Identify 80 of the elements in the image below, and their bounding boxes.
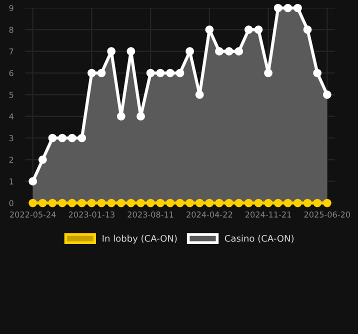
point [224,47,234,56]
point [97,198,106,208]
point [294,4,302,12]
point [234,198,244,208]
point [186,47,194,56]
point [116,198,126,208]
y-tick-label: 5 [9,92,14,98]
point [254,198,263,208]
point [244,198,253,208]
point [322,90,332,99]
point [38,198,47,208]
y-tick-label: 4 [9,114,14,120]
point [78,198,86,208]
y-tick-label: 1 [10,178,14,184]
point [78,134,86,142]
point [97,68,106,78]
point [274,198,282,208]
y-tick-label: 6 [9,70,14,76]
x-tick-label: 2024-11-21 [245,211,291,218]
legend-label: In lobby (CA-ON) [102,234,177,244]
point [186,198,194,208]
y-tick-label: 7 [9,48,14,54]
point [322,198,332,208]
point [88,198,96,208]
x-tick-label: 2023-01-13 [68,211,114,218]
point [205,198,214,208]
point [58,198,66,208]
point [156,198,165,208]
point [284,4,292,12]
point [224,198,234,208]
x-tick-label: 2025-06-20 [304,211,350,218]
point [264,198,272,208]
point [303,26,312,34]
point [68,134,76,142]
point [146,198,155,208]
y-tick-label: 2 [9,156,14,163]
point [156,68,165,78]
point [205,26,214,34]
y-tick-label: 8 [9,26,14,33]
point [313,68,322,78]
point [303,198,312,208]
point [244,26,253,34]
point [136,112,145,120]
point [136,198,145,208]
point [107,198,116,208]
y-tick-label: 0 [9,200,14,206]
point [88,68,96,78]
point [195,198,204,208]
point [38,156,47,164]
point [48,134,57,142]
point [176,198,184,208]
point [126,198,136,208]
point [195,90,204,99]
point [313,198,322,208]
x-tick-label: 2022-05-24 [10,211,56,218]
y-tick-label: 9 [9,5,14,12]
x-tick-label: 2024-04-22 [186,211,232,218]
point [176,68,184,78]
point [294,198,302,208]
point [126,47,136,56]
point [264,68,272,78]
point [58,134,66,142]
point [215,198,224,208]
y-tick-label: 3 [9,135,14,142]
point [28,177,38,186]
point [254,26,263,34]
legend-label: Casino (CA-ON) [224,234,294,243]
point [284,198,292,208]
point [107,47,116,56]
point [166,68,174,78]
point [68,198,76,208]
point [215,47,224,56]
point [116,112,126,120]
point [28,198,38,208]
x-tick-label: 2023-08-11 [128,211,174,218]
point [234,47,244,56]
point [146,68,155,78]
point [274,4,282,12]
point [166,198,174,208]
point [48,198,57,208]
